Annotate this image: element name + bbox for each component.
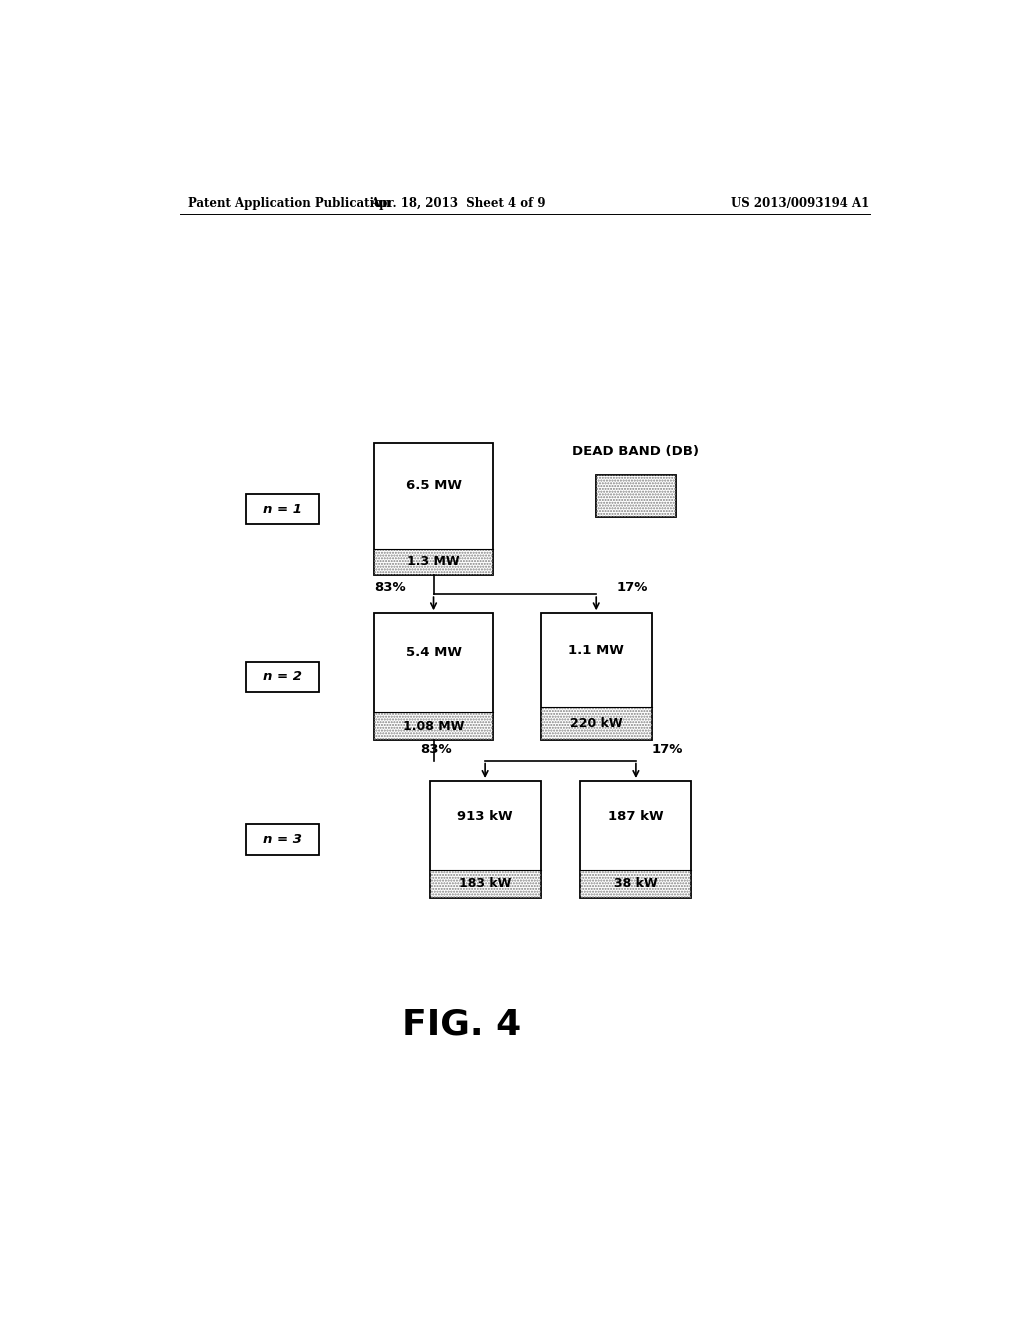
Bar — [430, 781, 541, 898]
Text: 6.5 MW: 6.5 MW — [406, 479, 462, 492]
Text: 187 kW: 187 kW — [608, 810, 664, 822]
Text: 1.3 MW: 1.3 MW — [408, 556, 460, 569]
Bar — [374, 614, 493, 741]
Text: 1.1 MW: 1.1 MW — [568, 644, 625, 657]
Bar — [374, 549, 493, 576]
Text: 913 kW: 913 kW — [458, 810, 513, 822]
Bar — [581, 870, 691, 898]
Bar — [374, 444, 493, 576]
Bar — [246, 494, 319, 524]
Text: Apr. 18, 2013  Sheet 4 of 9: Apr. 18, 2013 Sheet 4 of 9 — [370, 197, 545, 210]
Text: 220 kW: 220 kW — [570, 717, 623, 730]
Text: FIG. 4: FIG. 4 — [401, 1007, 521, 1041]
Text: DEAD BAND (DB): DEAD BAND (DB) — [572, 445, 699, 458]
Bar — [246, 661, 319, 692]
Bar — [581, 781, 691, 898]
Text: 38 kW: 38 kW — [614, 878, 657, 890]
Bar — [541, 614, 652, 741]
Text: n = 2: n = 2 — [263, 671, 302, 684]
Text: US 2013/0093194 A1: US 2013/0093194 A1 — [731, 197, 869, 210]
Bar — [430, 870, 541, 898]
Text: 17%: 17% — [616, 581, 647, 594]
Bar — [596, 474, 676, 517]
Bar — [541, 708, 652, 741]
Text: Patent Application Publication: Patent Application Publication — [187, 197, 390, 210]
Text: 5.4 MW: 5.4 MW — [406, 647, 462, 660]
Text: 1.08 MW: 1.08 MW — [402, 719, 464, 733]
Text: n = 3: n = 3 — [263, 833, 302, 846]
Text: 83%: 83% — [374, 581, 406, 594]
Bar — [246, 824, 319, 854]
Bar — [596, 474, 676, 517]
Text: n = 1: n = 1 — [263, 503, 302, 516]
Bar — [374, 713, 493, 741]
Text: 183 kW: 183 kW — [459, 878, 511, 890]
Text: 17%: 17% — [652, 743, 683, 756]
Text: 83%: 83% — [420, 743, 452, 756]
